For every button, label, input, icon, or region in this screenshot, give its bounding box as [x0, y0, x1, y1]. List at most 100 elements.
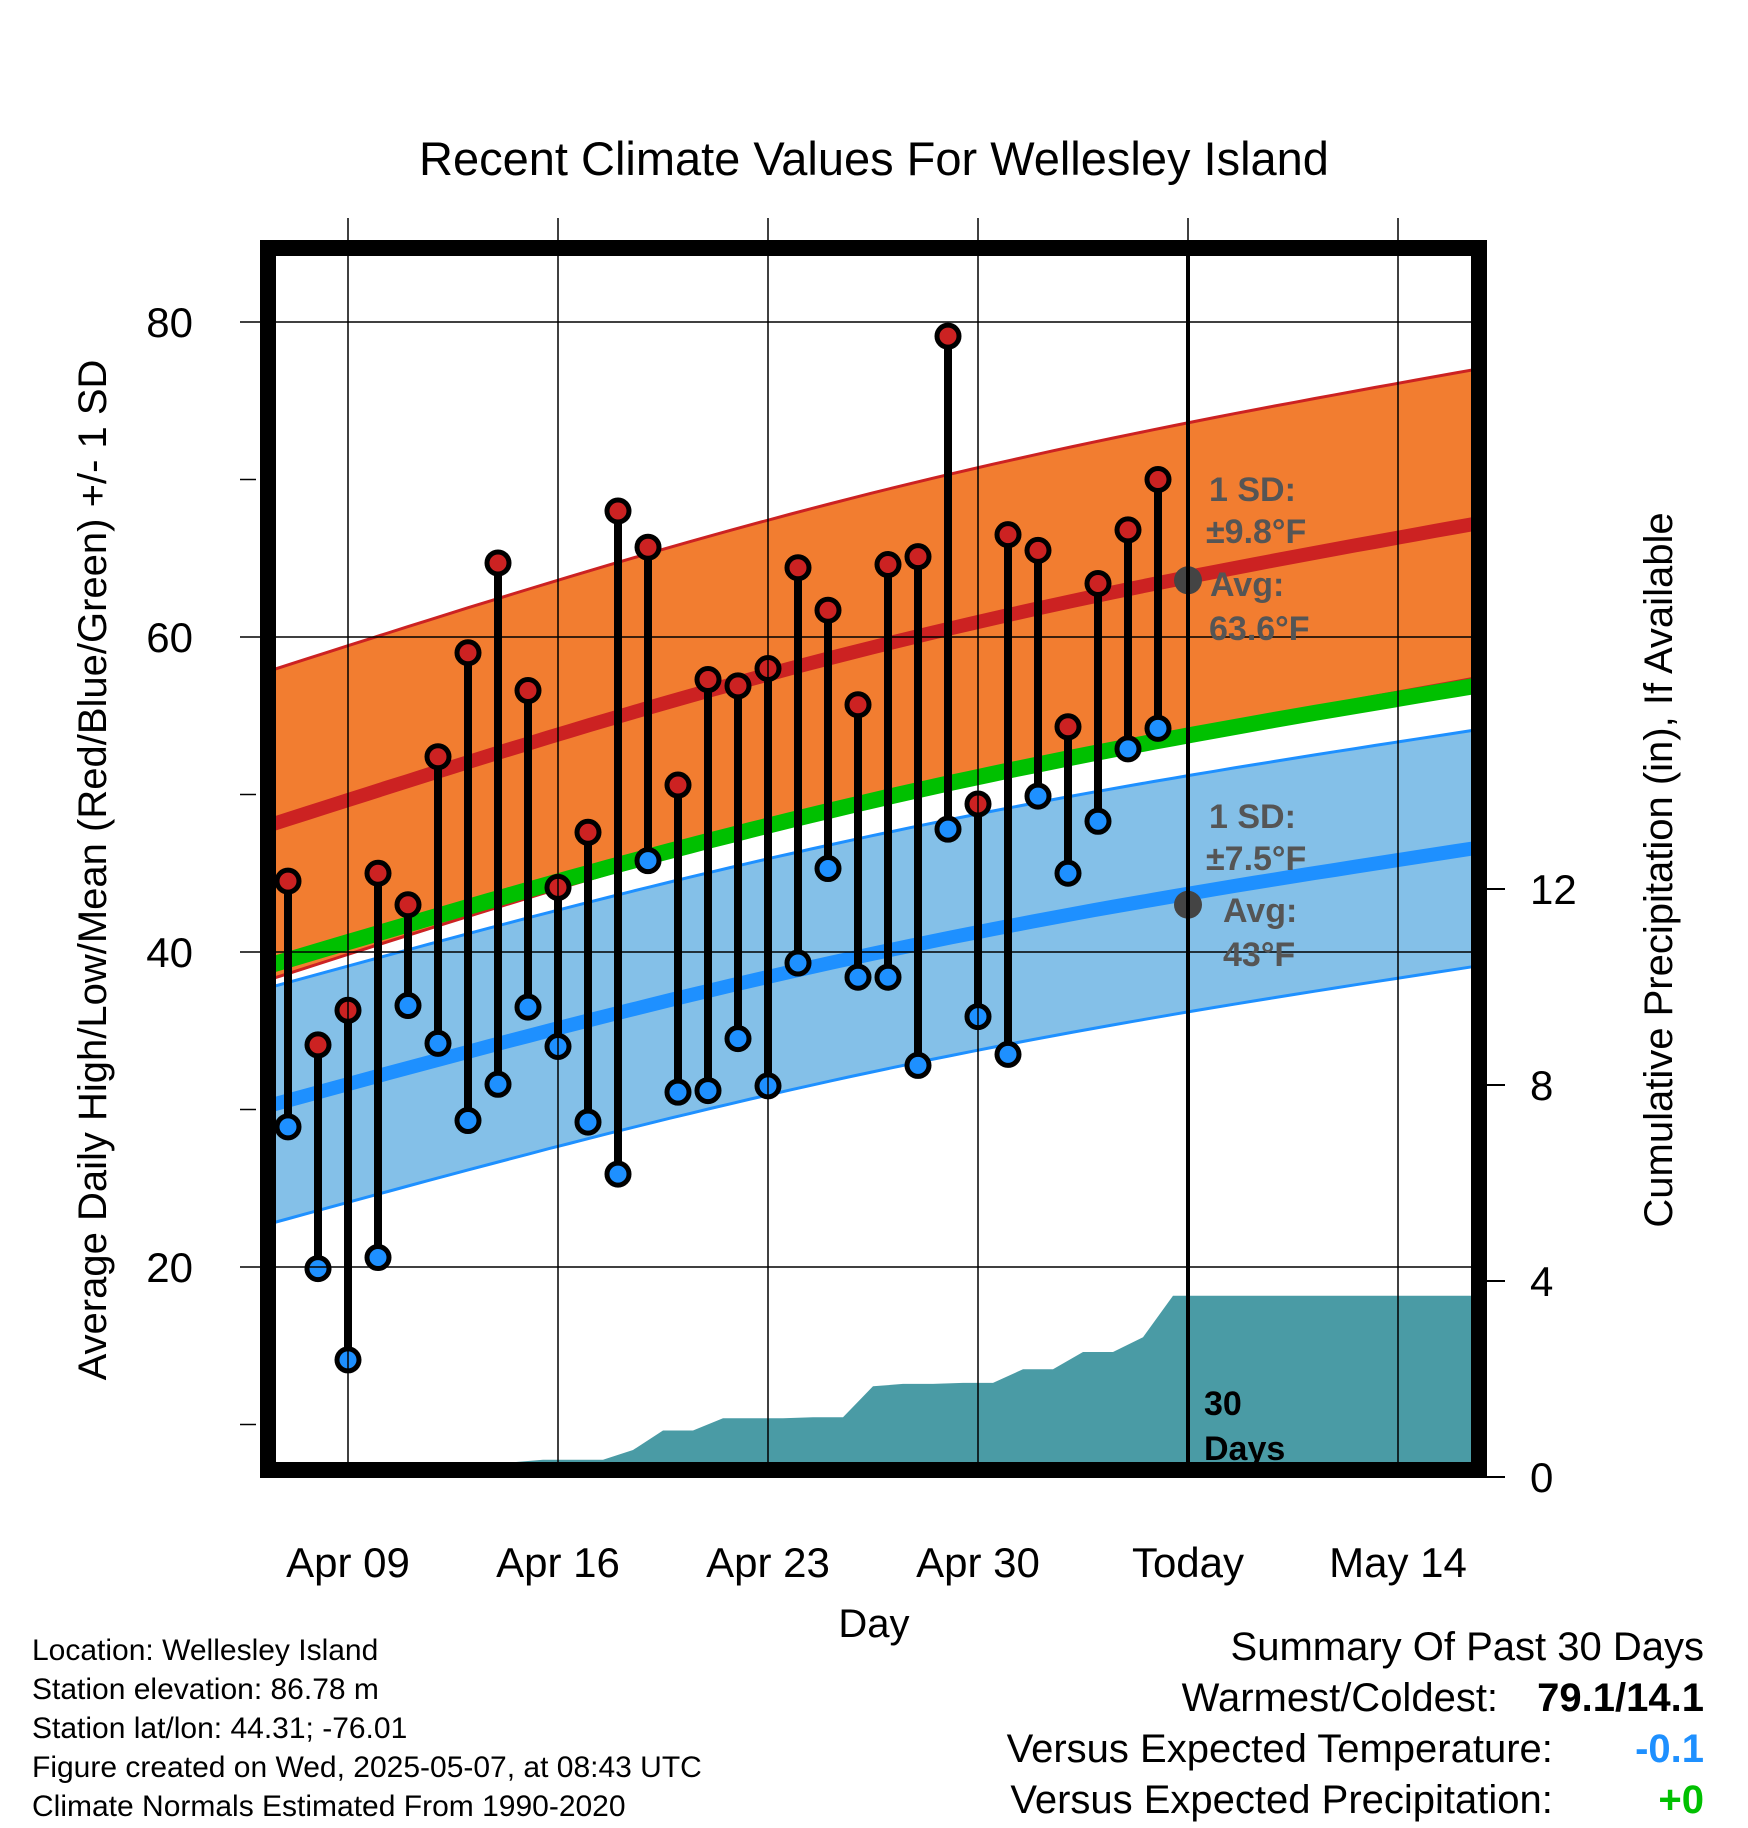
temp-vs-expected-label: Versus Expected Temperature:: [1006, 1727, 1553, 1771]
low-point: [484, 1070, 512, 1098]
low-point: [274, 1113, 302, 1141]
summary-warm-cold: Warmest/Coldest: 79.1/14.1: [1007, 1673, 1704, 1724]
high-point: [874, 551, 902, 579]
y2-tick-label: 12: [1530, 866, 1577, 913]
x-tick-label: May 14: [1329, 1539, 1467, 1586]
low-point: [1024, 782, 1052, 810]
high-avg-label: Avg:: [1210, 566, 1284, 604]
high-sd-label: 1 SD:: [1209, 471, 1296, 509]
low-point: [694, 1077, 722, 1105]
x-tick-label: Apr 23: [706, 1539, 830, 1586]
high-point: [1054, 713, 1082, 741]
precip-area: [369, 1295, 1479, 1470]
station-elevation: Station elevation: 86.78 m: [32, 1673, 379, 1706]
low-point: [874, 963, 902, 991]
high-point: [454, 639, 482, 667]
y2-tick-label: 8: [1530, 1062, 1553, 1109]
temp-vs-expected-value: -0.1: [1635, 1727, 1704, 1771]
high-point: [904, 543, 932, 571]
high-point: [514, 677, 542, 705]
plot-area: 1 SD: ±9.8°F Avg: 63.6°F 1 SD: ±7.5°F Avg: 43°F…: [146, 218, 1577, 1586]
low-point: [454, 1107, 482, 1135]
high-band-upper-edge: [268, 367, 1477, 673]
low-point: [604, 1160, 632, 1188]
low-band: [268, 729, 1476, 1225]
low-point: [784, 949, 812, 977]
high-point: [484, 549, 512, 577]
precip-vs-expected-value: +0: [1658, 1778, 1704, 1822]
summary-panel: Summary Of Past 30 Days Warmest/Coldest:…: [1007, 1622, 1704, 1826]
low-point: [1144, 714, 1172, 742]
low-sd-label: 1 SD:: [1209, 798, 1296, 836]
high-point: [1144, 466, 1172, 493]
y-tick-label: 80: [146, 299, 193, 346]
x-tick-label: Today: [1132, 1539, 1244, 1586]
low-point: [814, 855, 842, 883]
low-point: [724, 1025, 752, 1053]
low-point: [424, 1029, 452, 1057]
x-axis-label: Day: [838, 1602, 909, 1646]
high-point: [814, 596, 842, 624]
station-info: Location: Wellesley Island Station eleva…: [32, 1631, 702, 1826]
high-sd-value: ±9.8°F: [1206, 513, 1306, 551]
high-point: [784, 554, 812, 582]
high-point: [694, 666, 722, 694]
y2-axis-label: Cumulative Precipitation (in), If Availa…: [1637, 512, 1681, 1227]
high-point: [394, 891, 422, 919]
high-point: [604, 497, 632, 525]
low-band-lower-edge: [268, 964, 1477, 1226]
high-point: [364, 859, 392, 887]
y-tick-label: 40: [146, 929, 193, 976]
high-point: [844, 691, 872, 719]
station-latlon: Station lat/lon: 44.31; -76.01: [32, 1712, 408, 1745]
low-point: [394, 992, 422, 1020]
low-avg-label: Avg:: [1223, 892, 1297, 930]
high-band: [268, 369, 1476, 980]
y2-tick-label: 0: [1530, 1454, 1553, 1501]
low-point: [1084, 807, 1112, 835]
low-point: [664, 1078, 692, 1106]
high-avg-value: 63.6°F: [1209, 610, 1310, 648]
x-tick-label: Apr 16: [496, 1539, 620, 1586]
chart-title: Recent Climate Values For Wellesley Isla…: [419, 132, 1329, 185]
summary-temperature: Versus Expected Temperature: -0.1: [1007, 1724, 1704, 1775]
plot-frame: [260, 240, 1487, 1478]
low-point: [1114, 735, 1142, 763]
high-point: [574, 818, 602, 846]
high-point: [1084, 569, 1112, 597]
low-point: [994, 1040, 1022, 1068]
station-location: Location: Wellesley Island: [32, 1634, 379, 1667]
period-label-unit: Days: [1204, 1430, 1285, 1468]
high-point: [634, 533, 662, 561]
climate-normals: Climate Normals Estimated From 1990-2020: [32, 1790, 626, 1823]
low-sd-value: ±7.5°F: [1206, 840, 1306, 878]
high-point: [994, 521, 1022, 549]
high-point: [304, 1031, 332, 1059]
high-point: [934, 322, 962, 350]
y-tick-label: 20: [146, 1244, 193, 1291]
high-point: [1114, 516, 1142, 544]
period-label-number: 30: [1204, 1385, 1242, 1423]
x-tick-label: Apr 09: [286, 1539, 410, 1586]
warm-cold-label: Warmest/Coldest:: [1181, 1676, 1499, 1720]
summary-heading: Summary Of Past 30 Days: [1230, 1625, 1704, 1669]
plot-inner: [268, 322, 1479, 1470]
low-point: [364, 1244, 392, 1272]
precip-vs-expected-label: Versus Expected Precipitation:: [1010, 1778, 1553, 1822]
figure-created: Figure created on Wed, 2025-05-07, at 08…: [32, 1751, 702, 1784]
low-point: [934, 815, 962, 843]
x-tick-label: Apr 30: [916, 1539, 1040, 1586]
high-point: [424, 743, 452, 771]
low-point: [844, 963, 872, 991]
warm-cold-value: 79.1/14.1: [1537, 1676, 1704, 1720]
low-point: [574, 1108, 602, 1136]
summary-precipitation: Versus Expected Precipitation: +0: [1007, 1775, 1704, 1826]
low-avg-value: 43°F: [1223, 936, 1295, 974]
low-point: [514, 993, 542, 1021]
low-point: [304, 1255, 332, 1283]
y-axis-label: Average Daily High/Low/Mean (Red/Blue/Gr…: [71, 360, 115, 1381]
high-point: [664, 771, 692, 799]
low-point: [904, 1051, 932, 1079]
y2-tick-label: 4: [1530, 1258, 1553, 1305]
